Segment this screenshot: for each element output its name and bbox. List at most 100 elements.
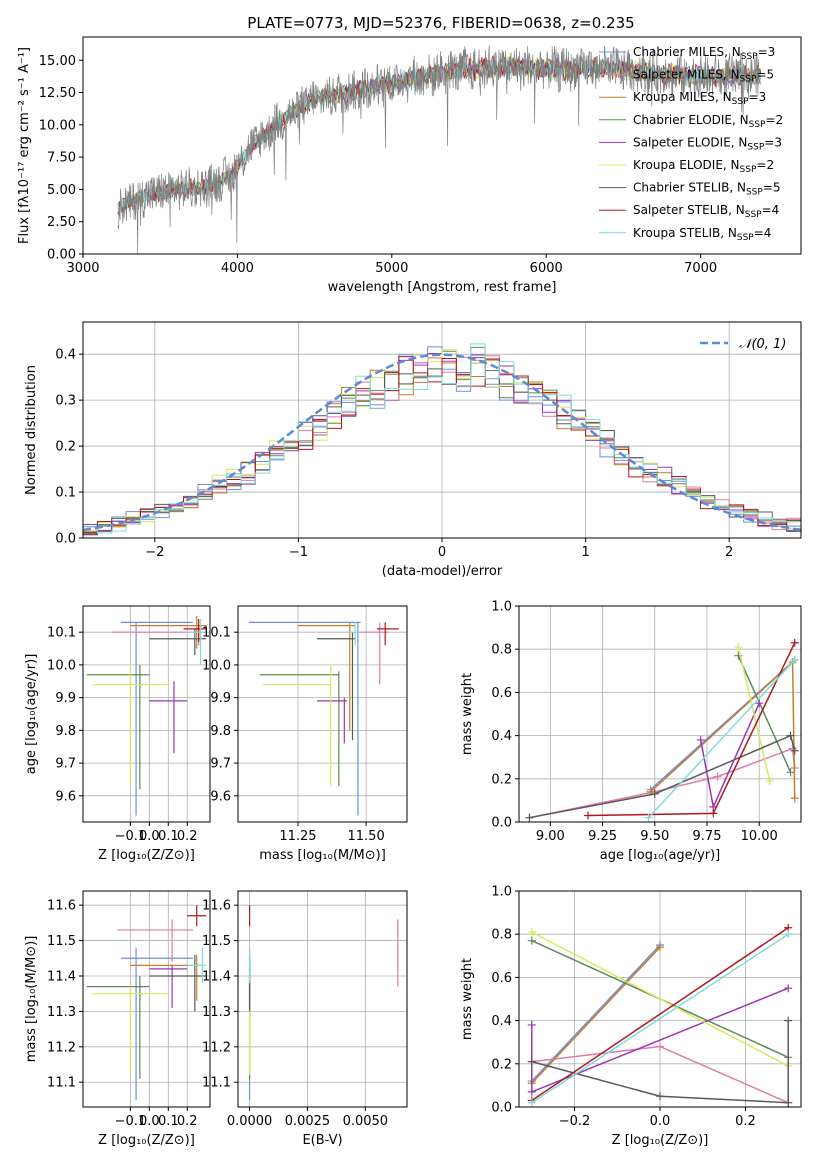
- x-tick-label: 0.0: [139, 829, 160, 844]
- axes-frame: 11.25 11.50 9.6 9.7 9.8 9.9 10.0 10.1 mass [log₁…: [202, 605, 408, 863]
- axes-frame: 0.0000 0.0025 0.0050 11.1 11.2 11.3 11.4 11.5 11…: [202, 890, 408, 1148]
- weight-chabrier-elodie-marker: [786, 768, 795, 777]
- plot-area: [86, 615, 207, 816]
- y-axis-label: age [log₁₀(age/yr)]: [24, 654, 39, 775]
- axes-frame: 9.00 9.25 9.50 9.75 10.00 0.0 0.2 0.4 0.6 0.8 1.0 a…: [460, 600, 802, 863]
- weight-chabrier-elodie-marker: [527, 936, 536, 945]
- y-tick-label: 11.3: [47, 1005, 76, 1020]
- plot-area: [117, 45, 762, 254]
- x-tick-label: 3000: [66, 261, 99, 276]
- y-axis-label: mass weight: [460, 958, 475, 1040]
- x-tick-label: 0.2: [177, 1114, 198, 1129]
- y-tick-label: 0.0: [491, 1101, 512, 1116]
- y-tick-label: 0.4: [55, 348, 76, 363]
- weight-kroupa-miles-marker: [656, 943, 664, 952]
- axes-border: [82, 890, 211, 1108]
- y-tick-label: 0.8: [491, 643, 512, 658]
- plot-area: [86, 905, 207, 1100]
- y-tick-label: 0.2: [491, 1057, 512, 1072]
- axes-frame: 3000 4000 5000 6000 7000 0.00 2.50 5.00 7.50 10.0…: [17, 36, 802, 295]
- x-tick-label: 0.0: [139, 1114, 160, 1129]
- y-tick-label: 9.8: [55, 724, 76, 739]
- weight-kroupa-stelib-marker: [790, 656, 799, 664]
- x-axis-label: Z [log₁₀(Z/Z⊙)]: [612, 1133, 709, 1148]
- axes-border: [518, 890, 802, 1108]
- y-tick-label: 11.6: [47, 899, 76, 914]
- legend: Chabrier MILES, NSSP=3 Salpeter MILES, NS…: [599, 45, 783, 243]
- y-tick-label: 11.3: [202, 1005, 231, 1020]
- weight-kroupa-elodie-marker: [734, 643, 743, 652]
- weight-kroupa-stelib-marker: [644, 813, 653, 822]
- weight-salpeter-elodie-marker: [784, 984, 793, 993]
- x-tick-label: 0.0025: [285, 1114, 331, 1129]
- x-axis-label: (data-model)/error: [382, 564, 503, 579]
- weight-salpeter-miles-marker: [713, 772, 722, 781]
- y-tick-label: 9.7: [210, 757, 231, 772]
- x-tick-label: 6000: [530, 261, 563, 276]
- axes-border: [82, 321, 802, 539]
- chart-mass-vs-Z: −0.10.00.10.2 11.1 11.2 11.3 11.4 11.5 11.6 Z […: [24, 890, 211, 1148]
- y-tick-label: 12.50: [39, 86, 76, 101]
- plot-area: [83, 343, 801, 536]
- x-tick-label: 9.25: [588, 829, 617, 844]
- weight-kroupa-elodie-line: [737, 646, 771, 782]
- weight-salpeter-elodie-marker: [527, 1020, 536, 1029]
- weight-salpeter-miles-marker: [656, 1042, 664, 1051]
- weight-chabrier-stelib-marker: [790, 746, 799, 755]
- y-tick-label: 0.3: [55, 394, 76, 409]
- x-tick-label: 0.2: [735, 1114, 756, 1129]
- chart-age-vs-mass: 11.25 11.50 9.6 9.7 9.8 9.9 10.0 10.1 mass [log₁…: [202, 605, 408, 863]
- weight-kroupa-elodie-line: [531, 931, 789, 1067]
- weight-chabrier-stelib-marker: [784, 1016, 793, 1025]
- axes-border: [237, 890, 408, 1108]
- y-tick-label: 0.4: [491, 729, 512, 744]
- grid: [519, 605, 801, 823]
- x-tick-label: 0.2: [177, 829, 198, 844]
- y-tick-label: 0.1: [55, 486, 76, 501]
- spectrum-line-chabrier-stelib: [117, 45, 762, 254]
- legend-label: Chabrier ELODIE, NSSP=2: [633, 113, 783, 130]
- y-tick-label: 9.9: [210, 691, 231, 706]
- x-tick-label: 7000: [684, 261, 717, 276]
- x-axis-label: Z [log₁₀(Z/Z⊙)]: [98, 1133, 195, 1148]
- y-tick-label: 11.6: [202, 899, 231, 914]
- weight-chabrier-elodie-line: [737, 655, 792, 773]
- legend: 𝒩(0, 1): [700, 337, 786, 352]
- x-tick-label: 2: [725, 545, 733, 560]
- legend-label: Kroupa MILES, NSSP=3: [633, 90, 766, 107]
- chart-panels: 3000 4000 5000 6000 70000.002.505.007.5010.0…: [17, 36, 802, 1148]
- y-tick-label: 0.4: [491, 1014, 512, 1029]
- legend-label: Salpeter MILES, NSSP=5: [633, 68, 774, 85]
- x-tick-label: 11.25: [279, 829, 316, 844]
- plot-area: [248, 905, 399, 1100]
- x-tick-label: 11.50: [348, 829, 385, 844]
- weight-chabrier-stelib-marker: [650, 789, 659, 798]
- axes-frame: −0.10.00.10.2 11.1 11.2 11.3 11.4 11.5 11.6 Z […: [24, 890, 211, 1148]
- x-tick-label: 9.50: [640, 829, 669, 844]
- y-tick-label: 10.0: [47, 658, 76, 673]
- weight-kroupa-stelib-line: [531, 933, 789, 1104]
- weight-kroupa-miles-marker: [790, 794, 799, 803]
- y-tick-label: 11.4: [202, 969, 231, 984]
- weight-kroupa-miles-line: [531, 946, 661, 1084]
- y-tick-label: 1.0: [491, 600, 512, 615]
- weight-salpeter-elodie-marker: [696, 735, 705, 744]
- grid: [83, 891, 210, 1107]
- legend-label: Chabrier MILES, NSSP=3: [633, 45, 775, 62]
- x-tick-label: 9.00: [536, 829, 565, 844]
- weight-chabrier-stelib-line: [529, 734, 796, 819]
- weight-salpeter-stelib-marker: [709, 809, 718, 818]
- x-tick-label: 0.1: [158, 829, 179, 844]
- legend-label: Kroupa ELODIE, NSSP=2: [633, 158, 774, 175]
- x-tick-label: 0.0: [650, 1114, 671, 1129]
- legend-label: Salpeter ELODIE, NSSP=3: [633, 135, 782, 152]
- x-axis-label: wavelength [Angstrom, rest frame]: [328, 280, 557, 295]
- x-tick-label: −1: [289, 545, 308, 560]
- normal-curve: [83, 353, 801, 532]
- y-tick-label: 0.6: [491, 971, 512, 986]
- y-tick-label: 5.00: [47, 183, 76, 198]
- chart-massweight-vs-age: 9.00 9.25 9.50 9.75 10.00 0.0 0.2 0.4 0.6 0.8 1.0 a…: [460, 600, 802, 863]
- chart-massweight-vs-Z: −0.2 0.0 0.2 0.0 0.2 0.4 0.6 0.8 1.0 Z [log₁₀(Z/Z…: [460, 885, 802, 1148]
- weight-salpeter-miles-line: [529, 747, 796, 819]
- y-tick-label: 9.6: [55, 789, 76, 804]
